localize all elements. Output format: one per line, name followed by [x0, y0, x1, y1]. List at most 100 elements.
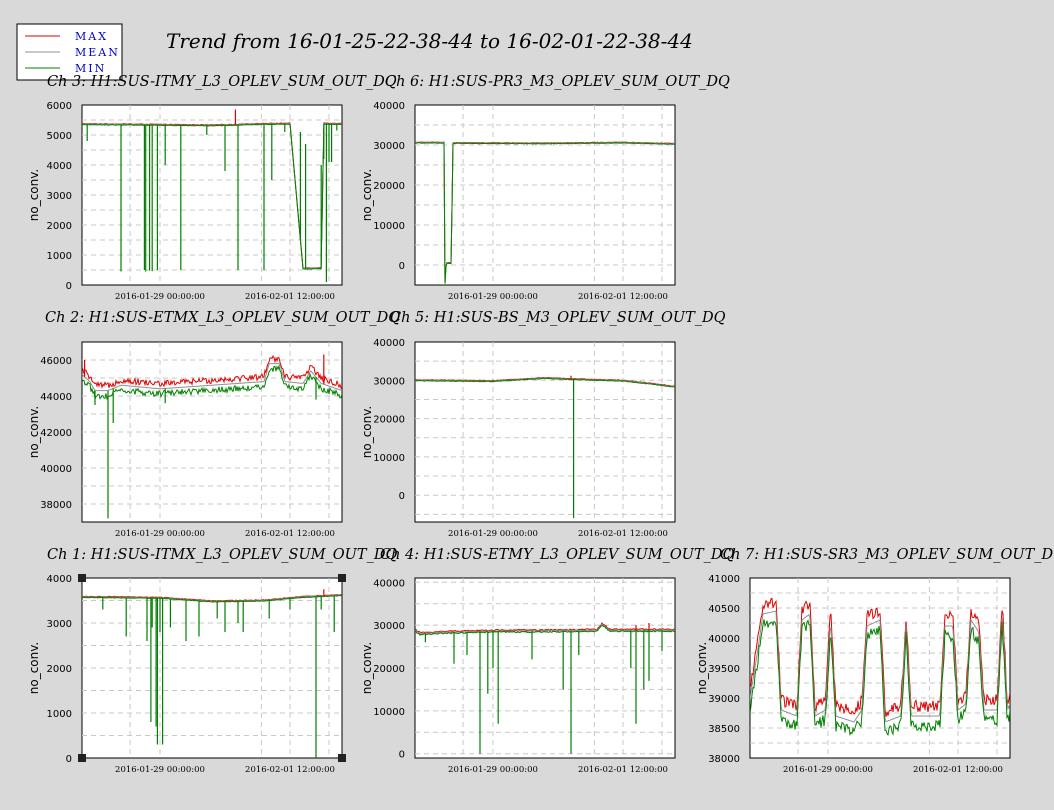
y-tick-label: 30000	[373, 621, 405, 632]
y-tick-label: 3000	[47, 619, 72, 630]
panel-1: Ch 3: H1:SUS-ITMY_L3_OPLEV_SUM_OUT_DQ 0 10…	[27, 74, 397, 302]
y-tick-label: 4000	[47, 574, 72, 585]
y-tick-label: 44000	[40, 392, 72, 403]
x-tick-label: 2016-01-29 00:00:00	[115, 292, 205, 302]
y-tick-label: 39000	[708, 694, 740, 705]
series-min	[82, 123, 342, 270]
y-tick-label: 38000	[40, 500, 72, 511]
legend: MAX MEAN MIN	[16, 23, 123, 81]
y-tick-label: 1000	[47, 251, 72, 262]
series-mean	[82, 363, 342, 392]
y-tick-label: 20000	[373, 181, 405, 192]
selection-handle[interactable]	[338, 754, 346, 762]
x-tick-label: 2016-01-29 00:00:00	[783, 765, 873, 775]
series-max	[415, 622, 675, 634]
selection-handle[interactable]	[338, 574, 346, 582]
y-tick-label: 1000	[47, 709, 72, 720]
y-tick-label: 40500	[708, 604, 740, 615]
series-group	[750, 597, 1010, 737]
y-axis-label: no_conv.	[360, 406, 374, 458]
y-tick-label: 38500	[708, 724, 740, 735]
plot-area	[414, 104, 676, 286]
series-group	[82, 354, 342, 519]
y-tick-label: 46000	[40, 356, 72, 367]
series-group	[415, 622, 675, 754]
series-min	[750, 619, 1010, 737]
y-tick-label: 40000	[40, 464, 72, 475]
y-tick-label: 30000	[373, 141, 405, 152]
y-tick-label: 6000	[47, 101, 72, 112]
x-tick-label: 2016-01-29 00:00:00	[115, 529, 205, 539]
series-min	[415, 142, 675, 284]
y-tick-label: 38000	[708, 754, 740, 765]
y-tick-label: 3000	[47, 191, 72, 202]
series-max	[82, 355, 342, 390]
y-tick-label: 30000	[373, 376, 405, 387]
x-tick-label: 2016-01-29 00:00:00	[115, 765, 205, 775]
series-group	[415, 141, 675, 284]
y-tick-label: 2000	[47, 664, 72, 675]
y-tick-label: 5000	[47, 131, 72, 142]
series-min	[82, 364, 342, 401]
y-tick-label: 40000	[373, 101, 405, 112]
legend-mean-label: MEAN	[75, 46, 120, 59]
panel-3: Ch 2: H1:SUS-ETMX_L3_OPLEV_SUM_OUT_DQ 380…	[27, 310, 400, 539]
x-tick-label: 2016-02-01 12:00:00	[245, 292, 335, 302]
selection-handle[interactable]	[78, 754, 86, 762]
series-max	[750, 597, 1010, 717]
y-axis-label: no_conv.	[27, 406, 41, 458]
y-tick-label: 40000	[373, 338, 405, 349]
y-tick-label: 0	[66, 281, 72, 292]
panel-6: Ch 4: H1:SUS-ETMY_L3_OPLEV_SUM_OUT_DQ 0 10…	[360, 547, 735, 775]
y-tick-label: 4000	[47, 161, 72, 172]
figure-title: Trend from 16-01-25-22-38-44 to 16-02-01…	[166, 29, 693, 53]
y-axis-label: no_conv.	[360, 642, 374, 694]
y-tick-label: 39500	[708, 664, 740, 675]
y-axis-label: no_conv.	[695, 642, 709, 694]
series-min	[415, 625, 675, 637]
y-tick-label: 10000	[373, 707, 405, 718]
y-tick-label: 20000	[373, 415, 405, 426]
series-group	[82, 589, 342, 758]
x-tick-label: 2016-02-01 12:00:00	[578, 529, 668, 539]
y-tick-label: 42000	[40, 428, 72, 439]
y-tick-label: 0	[399, 261, 405, 272]
plot-area	[414, 341, 676, 523]
x-tick-label: 2016-02-01 12:00:00	[913, 765, 1003, 775]
y-axis-label: no_conv.	[27, 169, 41, 221]
y-axis-label: no_conv.	[27, 642, 41, 694]
panel-title: Ch 1: H1:SUS-ITMX_L3_OPLEV_SUM_OUT_DQ	[47, 547, 397, 563]
series-mean	[415, 623, 675, 635]
y-tick-label: 0	[66, 754, 72, 765]
legend-min-label: MIN	[75, 62, 106, 75]
series-min	[415, 377, 675, 388]
series-group	[82, 109, 342, 282]
panel-7: Ch 7: H1:SUS-SR3_M3_OPLEV_SUM_OUT_DQ 3800…	[695, 547, 1054, 775]
x-tick-label: 2016-01-29 00:00:00	[448, 765, 538, 775]
x-tick-label: 2016-02-01 12:00:00	[578, 765, 668, 775]
panel-4: Ch 5: H1:SUS-BS_M3_OPLEV_SUM_OUT_DQ 0 1000…	[360, 310, 726, 539]
selection-handle[interactable]	[78, 574, 86, 582]
x-tick-label: 2016-02-01 12:00:00	[245, 765, 335, 775]
y-tick-label: 41000	[708, 574, 740, 585]
x-tick-label: 2016-01-29 00:00:00	[448, 292, 538, 302]
legend-max-label: MAX	[75, 30, 108, 43]
y-tick-label: 20000	[373, 664, 405, 675]
series-min	[82, 594, 342, 603]
panel-2: Ch 6: H1:SUS-PR3_M3_OPLEV_SUM_OUT_DQ 0 100…	[360, 74, 730, 302]
y-tick-label: 2000	[47, 221, 72, 232]
x-tick-label: 2016-01-29 00:00:00	[448, 529, 538, 539]
y-tick-label: 10000	[373, 453, 405, 464]
panel-title: Ch 5: H1:SUS-BS_M3_OPLEV_SUM_OUT_DQ	[390, 310, 726, 326]
x-tick-label: 2016-02-01 12:00:00	[578, 292, 668, 302]
y-axis-label: no_conv.	[360, 169, 374, 221]
panel-title: Ch 7: H1:SUS-SR3_M3_OPLEV_SUM_OUT_DQ	[720, 547, 1054, 563]
series-group	[415, 375, 675, 519]
panel-title: Ch 2: H1:SUS-ETMX_L3_OPLEV_SUM_OUT_DQ	[45, 310, 400, 326]
panel-title: Ch 4: H1:SUS-ETMY_L3_OPLEV_SUM_OUT_DQ	[380, 547, 735, 563]
panel-title: Ch 3: H1:SUS-ITMY_L3_OPLEV_SUM_OUT_DQ	[47, 74, 397, 90]
y-tick-label: 40000	[373, 578, 405, 589]
x-tick-label: 2016-02-01 12:00:00	[245, 529, 335, 539]
y-tick-label: 0	[399, 491, 405, 502]
